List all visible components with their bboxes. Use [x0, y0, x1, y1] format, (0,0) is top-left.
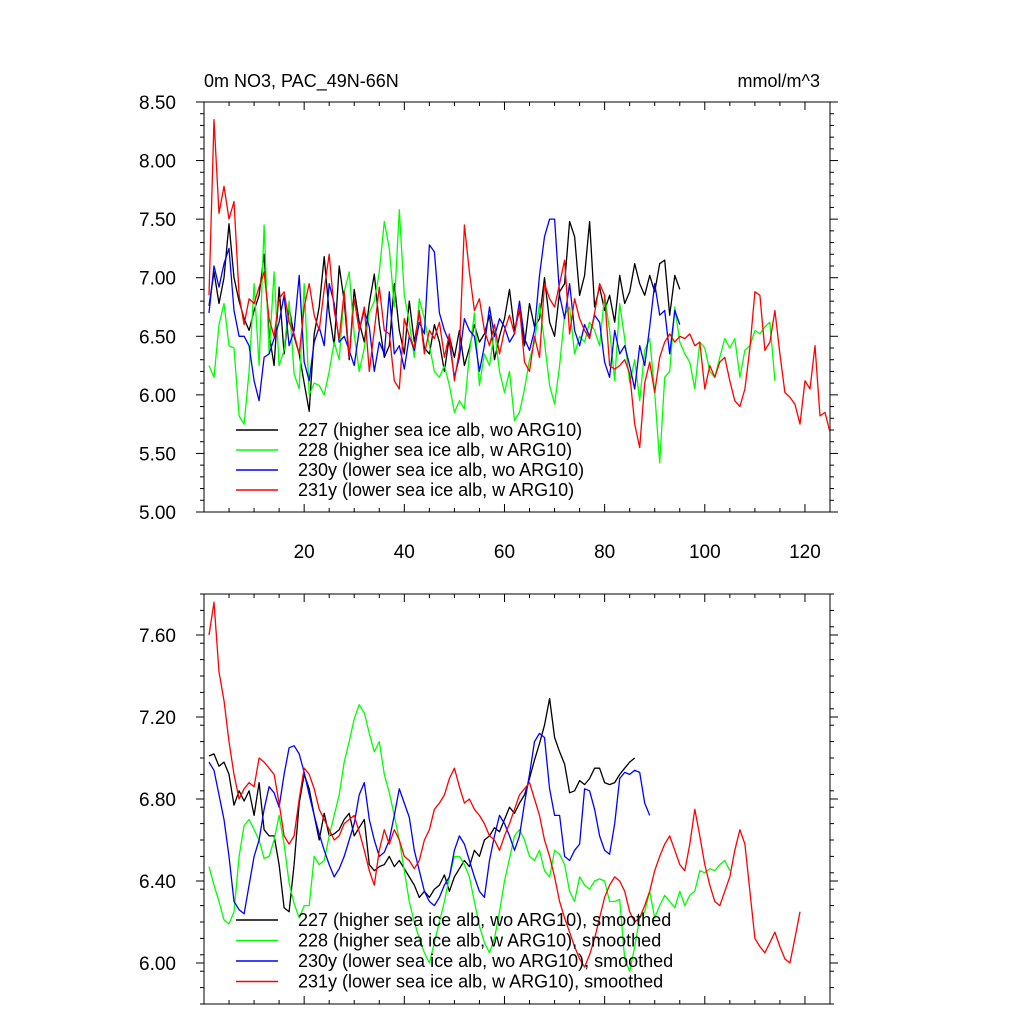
top-y-tick-label: 7.00: [139, 269, 176, 290]
top-x-tick-label: 20: [294, 542, 315, 563]
top-series-line-2: [208, 209, 776, 464]
bottom-y-tick-label: 6.80: [139, 790, 176, 811]
bottom-series-line-2: [208, 704, 731, 972]
top-chart-units: mmol/m^3: [738, 71, 820, 91]
bottom-series-line-3: [208, 732, 651, 915]
top-x-tick-label: 40: [394, 542, 415, 563]
bottom-series-group: [208, 601, 801, 972]
top-y-tick-label: 8.50: [139, 93, 176, 114]
top-legend-label: 228 (higher sea ice alb, w ARG10): [298, 440, 572, 460]
bottom-y-tick-label: 6.00: [139, 954, 176, 975]
top-y-tick-label: 8.00: [139, 152, 176, 173]
bottom-series-line-4: [208, 601, 801, 968]
top-series-line-3: [208, 218, 681, 402]
bottom-legend-label: 228 (higher sea ice alb, w ARG10), smoot…: [298, 931, 661, 951]
top-x-tick-label: 60: [494, 542, 515, 563]
bottom-chart-panel: 6.00 6.40 6.80 7.20 7.60 227 (higher sea ice …: [139, 593, 838, 1005]
top-y-tick-label: 5.50: [139, 444, 176, 465]
top-y-tick-label: 5.00: [139, 503, 176, 524]
top-series-group: [208, 118, 830, 464]
top-y-tick-label: 6.50: [139, 327, 176, 348]
top-plot-frame: [203, 101, 831, 513]
bottom-y-tick-label: 7.20: [139, 708, 176, 729]
top-x-tick-label: 100: [689, 542, 721, 563]
bottom-y-tick-label: 7.60: [139, 626, 176, 647]
top-chart-title: 0m NO3, PAC_49N-66N: [204, 71, 399, 92]
top-y-tick-label: 6.00: [139, 386, 176, 407]
bottom-series-line-1: [208, 697, 636, 913]
bottom-legend-label: 227 (higher sea ice alb, wo ARG10), smoo…: [298, 910, 671, 930]
top-legend: 227 (higher sea ice alb, wo ARG10)228 (h…: [236, 420, 584, 500]
top-x-tick-label: 120: [789, 542, 821, 563]
bottom-y-tick-label: 6.40: [139, 872, 176, 893]
bottom-legend: 227 (higher sea ice alb, wo ARG10), smoo…: [236, 910, 673, 992]
top-chart-panel: 0m NO3, PAC_49N-66N mmol/m^3 20 40 60 80 100…: [139, 71, 838, 563]
bottom-legend-label: 230y (lower sea ice alb, wo ARG10), smoo…: [298, 951, 673, 971]
top-x-tick-label: 80: [594, 542, 615, 563]
bottom-legend-label: 231y (lower sea ice alb, w ARG10), smoot…: [298, 972, 663, 992]
top-series-line-4: [208, 118, 830, 449]
top-legend-label: 230y (lower sea ice alb, wo ARG10): [298, 460, 584, 480]
top-legend-label: 231y (lower sea ice alb, w ARG10): [298, 480, 574, 500]
top-legend-label: 227 (higher sea ice alb, wo ARG10): [298, 420, 582, 440]
top-y-tick-label: 7.50: [139, 210, 176, 231]
